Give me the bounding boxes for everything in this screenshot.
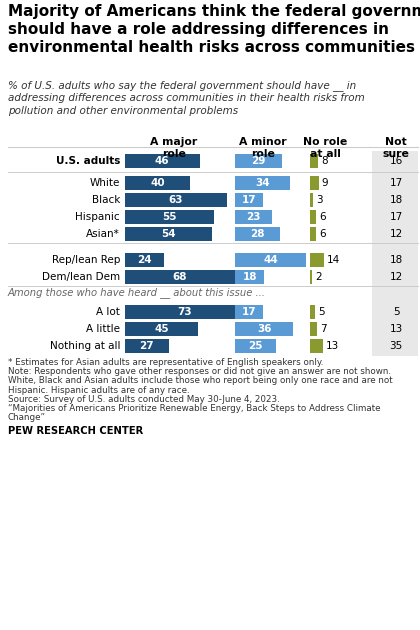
Bar xyxy=(310,270,312,284)
Text: 7: 7 xyxy=(320,324,326,334)
Text: 63: 63 xyxy=(169,195,183,205)
Bar xyxy=(235,270,264,284)
Text: Nothing at all: Nothing at all xyxy=(50,341,120,351)
Text: 12: 12 xyxy=(389,229,403,239)
Text: 23: 23 xyxy=(247,212,261,222)
Text: Note: Respondents who gave other responses or did not give an answer are not sho: Note: Respondents who gave other respons… xyxy=(8,367,391,376)
Text: Asian*: Asian* xyxy=(86,229,120,239)
Text: 29: 29 xyxy=(251,156,266,166)
Text: 6: 6 xyxy=(319,229,326,239)
Text: Not
sure: Not sure xyxy=(383,137,410,159)
Bar xyxy=(235,227,281,241)
Text: Rep/lean Rep: Rep/lean Rep xyxy=(52,255,120,265)
Text: 54: 54 xyxy=(161,229,176,239)
Text: 17: 17 xyxy=(389,178,403,188)
Text: 3: 3 xyxy=(316,195,323,205)
Text: 36: 36 xyxy=(257,324,271,334)
Text: 5: 5 xyxy=(393,307,399,317)
Bar xyxy=(310,154,318,168)
Text: 14: 14 xyxy=(327,255,340,265)
Text: A lot: A lot xyxy=(96,307,120,317)
Text: 18: 18 xyxy=(389,195,403,205)
Bar xyxy=(310,193,313,207)
Bar xyxy=(310,210,316,224)
Text: 40: 40 xyxy=(150,178,165,188)
Text: 34: 34 xyxy=(255,178,270,188)
Text: A minor
role: A minor role xyxy=(239,137,287,159)
Text: Change”: Change” xyxy=(8,413,46,422)
Bar xyxy=(125,154,200,168)
Text: 13: 13 xyxy=(326,341,339,351)
Bar xyxy=(125,210,214,224)
Bar xyxy=(310,253,323,267)
Text: 17: 17 xyxy=(241,307,256,317)
Bar xyxy=(125,176,190,190)
Text: Black: Black xyxy=(92,195,120,205)
Bar xyxy=(310,176,319,190)
Text: No role
at all: No role at all xyxy=(303,137,347,159)
Bar xyxy=(235,154,282,168)
Text: 25: 25 xyxy=(248,341,262,351)
Bar xyxy=(235,193,262,207)
Text: 2: 2 xyxy=(315,272,322,282)
Bar xyxy=(310,339,323,353)
Text: “Majorities of Americans Prioritize Renewable Energy, Back Steps to Address Clim: “Majorities of Americans Prioritize Rene… xyxy=(8,404,381,413)
Text: 16: 16 xyxy=(389,156,403,166)
Bar xyxy=(235,322,293,336)
Text: 45: 45 xyxy=(154,324,169,334)
Text: 46: 46 xyxy=(155,156,170,166)
Text: PEW RESEARCH CENTER: PEW RESEARCH CENTER xyxy=(8,427,143,437)
Text: White, Black and Asian adults include those who report being only one race and a: White, Black and Asian adults include th… xyxy=(8,376,393,386)
Text: 27: 27 xyxy=(139,341,154,351)
Text: 28: 28 xyxy=(250,229,265,239)
Text: Majority of Americans think the federal government
should have a role addressing: Majority of Americans think the federal … xyxy=(8,4,420,55)
Text: A little: A little xyxy=(86,324,120,334)
Bar xyxy=(235,253,306,267)
Bar xyxy=(310,305,315,319)
Bar xyxy=(310,322,317,336)
Bar xyxy=(235,176,290,190)
Bar xyxy=(235,305,262,319)
Text: 17: 17 xyxy=(241,195,256,205)
Text: 18: 18 xyxy=(242,272,257,282)
Text: 68: 68 xyxy=(173,272,187,282)
Text: 73: 73 xyxy=(177,307,192,317)
Bar xyxy=(125,322,198,336)
Text: 13: 13 xyxy=(389,324,403,334)
Bar xyxy=(125,193,227,207)
Text: 17: 17 xyxy=(389,212,403,222)
Bar xyxy=(235,339,276,353)
Text: Dem/lean Dem: Dem/lean Dem xyxy=(42,272,120,282)
Text: 8: 8 xyxy=(321,156,328,166)
Text: U.S. adults: U.S. adults xyxy=(55,156,120,166)
Text: Hispanic. Hispanic adults are of any race.: Hispanic. Hispanic adults are of any rac… xyxy=(8,386,189,394)
Bar xyxy=(125,339,169,353)
Text: 35: 35 xyxy=(389,341,403,351)
Text: 12: 12 xyxy=(389,272,403,282)
Bar xyxy=(372,151,418,356)
Bar xyxy=(125,227,213,241)
Text: 44: 44 xyxy=(263,255,278,265)
Bar xyxy=(125,270,235,284)
Bar xyxy=(125,305,243,319)
Text: 24: 24 xyxy=(137,255,152,265)
Text: Source: Survey of U.S. adults conducted May 30-June 4, 2023.: Source: Survey of U.S. adults conducted … xyxy=(8,395,280,404)
Text: 5: 5 xyxy=(318,307,325,317)
Text: Hispanic: Hispanic xyxy=(75,212,120,222)
Text: A major
role: A major role xyxy=(150,137,198,159)
Text: 55: 55 xyxy=(162,212,177,222)
Text: * Estimates for Asian adults are representative of English speakers only.: * Estimates for Asian adults are represe… xyxy=(8,358,323,367)
Text: 18: 18 xyxy=(389,255,403,265)
Text: % of U.S. adults who say the federal government should have __ in
addressing dif: % of U.S. adults who say the federal gov… xyxy=(8,80,365,116)
Text: 6: 6 xyxy=(319,212,326,222)
Bar xyxy=(125,253,164,267)
Text: Among those who have heard __ about this issue ...: Among those who have heard __ about this… xyxy=(8,287,266,299)
Text: 9: 9 xyxy=(322,178,328,188)
Bar xyxy=(310,227,316,241)
Text: White: White xyxy=(89,178,120,188)
Bar xyxy=(235,210,272,224)
